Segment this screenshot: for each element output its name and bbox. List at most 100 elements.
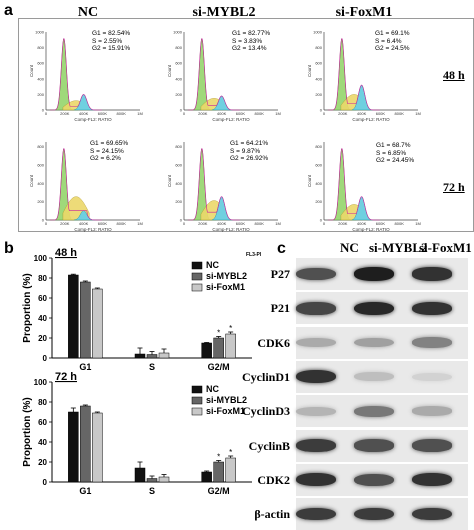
legend-swatch [191, 396, 203, 405]
y-tick-label: 0 [42, 108, 45, 113]
bar-si-mybl2-g1 [80, 281, 91, 359]
y-tick-label: 800 [37, 144, 44, 149]
blot-band [412, 267, 452, 281]
x-tick-label: 1M [415, 221, 421, 226]
x-tick-label: 0 [45, 111, 48, 116]
category-label: G1 [79, 362, 91, 372]
category-label: S [149, 362, 155, 372]
fit-curve [188, 148, 240, 221]
y-axis-title: Count [307, 174, 312, 187]
y-tick-label: 0 [43, 354, 48, 363]
x-tick-label: 600K [376, 111, 386, 116]
blot-band [412, 301, 452, 315]
stat-g1: G1 = 69.65% [90, 140, 129, 147]
y-tick-label: 80 [38, 274, 47, 283]
y-tick-label: 400 [37, 181, 44, 186]
stat-g1: G1 = 69.1% [375, 30, 410, 37]
protein-label: CDK2 [257, 472, 290, 487]
x-tick-label: 0 [183, 221, 186, 226]
y-axis-label: Proportion (%) [22, 397, 33, 466]
x-tick-label: 400K [357, 111, 367, 116]
cell-cycle-stats: G1 = 69.1% S = 6.4% G2 = 24.5% [375, 30, 435, 53]
panel-a-time-48h: 48 h [443, 68, 465, 82]
stat-g1: G1 = 68.7% [376, 142, 411, 149]
y-tick-label: 400 [315, 181, 322, 186]
y-tick-label: 1000 [35, 30, 45, 35]
x-tick-label: 0 [323, 221, 326, 226]
x-tick-label: 800K [117, 111, 127, 116]
protein-label: CDK6 [257, 335, 290, 350]
legend-swatch [191, 283, 203, 292]
x-tick-label: 400K [357, 221, 367, 226]
y-tick-label: 1000 [173, 30, 183, 35]
y-tick-label: 60 [38, 418, 47, 427]
panel-a-col-title-nc: NC [77, 5, 99, 20]
y-axis-title: Count [307, 64, 312, 77]
bar-si-mybl2-g2-m [213, 461, 224, 483]
y-tick-label: 0 [43, 478, 48, 487]
protein-label: P21 [270, 301, 290, 316]
x-tick-label: 1M [415, 111, 421, 116]
x-tick-label: 400K [79, 221, 89, 226]
y-tick-label: 20 [38, 334, 47, 343]
x-axis-title: Comp-FL2: RATIO [74, 227, 112, 232]
y-tick-label: 400 [175, 76, 182, 81]
significance-star: * [217, 453, 220, 462]
y-axis-title: Count [167, 174, 172, 187]
panel-c-col-title-simybl2: si-MYBL2 [369, 240, 428, 255]
stat-g2: G2 = 6.2% [90, 155, 121, 162]
stat-g1: G1 = 82.77% [232, 30, 271, 37]
y-tick-label: 80 [38, 398, 47, 407]
panel-a-col-title-simybl2: si-MYBL2 [192, 5, 256, 20]
blot-band [354, 301, 394, 315]
stat-s: S = 6.4% [375, 37, 402, 45]
panel-a-time-72h: 72 h [443, 180, 465, 194]
x-axis-title: Comp-FL2: RATIO [212, 227, 250, 232]
legend-swatch [191, 407, 203, 416]
cell-cycle-stats: G1 = 69.65% S = 24.15% G2 = 6.2% [90, 140, 150, 163]
blot-band [412, 507, 452, 521]
y-tick-label: 200 [175, 199, 182, 204]
y-tick-label: 40 [38, 314, 47, 323]
protein-label: β-actin [254, 507, 290, 522]
legend-label: si-MYBL2 [206, 271, 247, 281]
stat-s: S = 24.15% [90, 147, 124, 155]
y-tick-label: 400 [315, 76, 322, 81]
y-tick-label: 600 [315, 61, 322, 66]
x-tick-label: 200K [60, 221, 70, 226]
y-tick-label: 60 [38, 294, 47, 303]
x-tick-label: 200K [60, 111, 70, 116]
stat-g2: G2 = 26.92% [230, 155, 269, 162]
blot-band [296, 507, 336, 521]
x-tick-label: 800K [117, 221, 127, 226]
blot-band [354, 439, 394, 452]
y-tick-label: 800 [37, 45, 44, 50]
category-label: G1 [79, 486, 91, 496]
y-tick-label: 200 [37, 92, 44, 97]
y-tick-label: 200 [37, 199, 44, 204]
x-tick-label: 800K [395, 221, 405, 226]
x-tick-label: 800K [395, 111, 405, 116]
significance-star: * [229, 448, 232, 457]
x-axis-title: Comp-FL2: RATIO [352, 117, 390, 122]
y-tick-label: 200 [315, 92, 322, 97]
blot-band [354, 405, 394, 417]
x-tick-label: 600K [236, 221, 246, 226]
x-tick-label: 1M [275, 111, 281, 116]
stat-s: S = 3.83% [232, 37, 263, 45]
blot-band [354, 372, 394, 382]
y-tick-label: 1000 [313, 30, 323, 35]
x-tick-label: 800K [255, 221, 265, 226]
y-tick-label: 100 [34, 254, 48, 263]
x-axis-title: Comp-FL2: RATIO [74, 117, 112, 122]
significance-star: * [229, 324, 232, 333]
y-tick-label: 40 [38, 438, 47, 447]
bar-nc-s [134, 353, 146, 359]
panel-a-letter: a [4, 2, 13, 19]
y-tick-label: 600 [315, 162, 322, 167]
y-tick-label: 600 [37, 61, 44, 66]
bar-si-mybl2-s [146, 354, 158, 359]
y-axis-title: Count [29, 64, 34, 77]
